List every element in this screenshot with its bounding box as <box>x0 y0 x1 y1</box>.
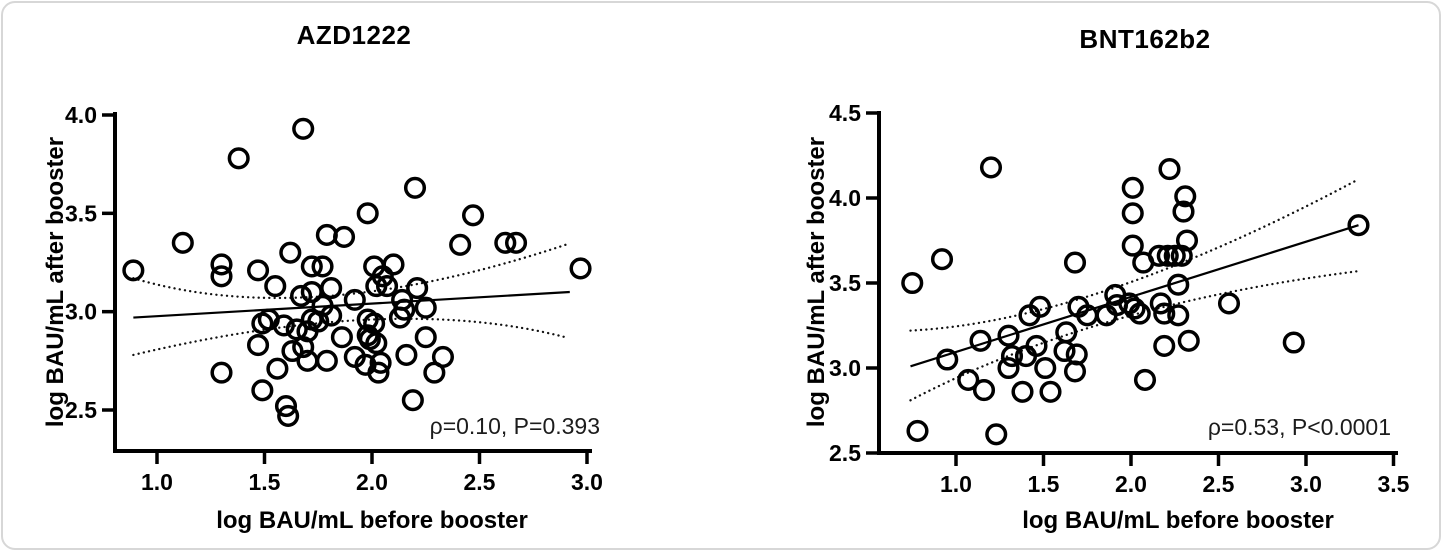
stats-annotation-left: ρ=0.10, P=0.393 <box>429 413 600 439</box>
x-axis-label-right: log BAU/mL before booster <box>1022 507 1334 534</box>
x-axis-label-left: log BAU/mL before booster <box>216 507 528 534</box>
y-axis-label-left: log BAU/mL after booster <box>42 136 69 428</box>
stats-annotation-right: ρ=0.53, P<0.0001 <box>1207 414 1391 440</box>
y-axis-label-right: log BAU/mL after booster <box>803 136 830 428</box>
panel-title-azd1222: AZD1222 <box>296 20 412 50</box>
panel-title-bnt162b2: BNT162b2 <box>1079 24 1211 54</box>
